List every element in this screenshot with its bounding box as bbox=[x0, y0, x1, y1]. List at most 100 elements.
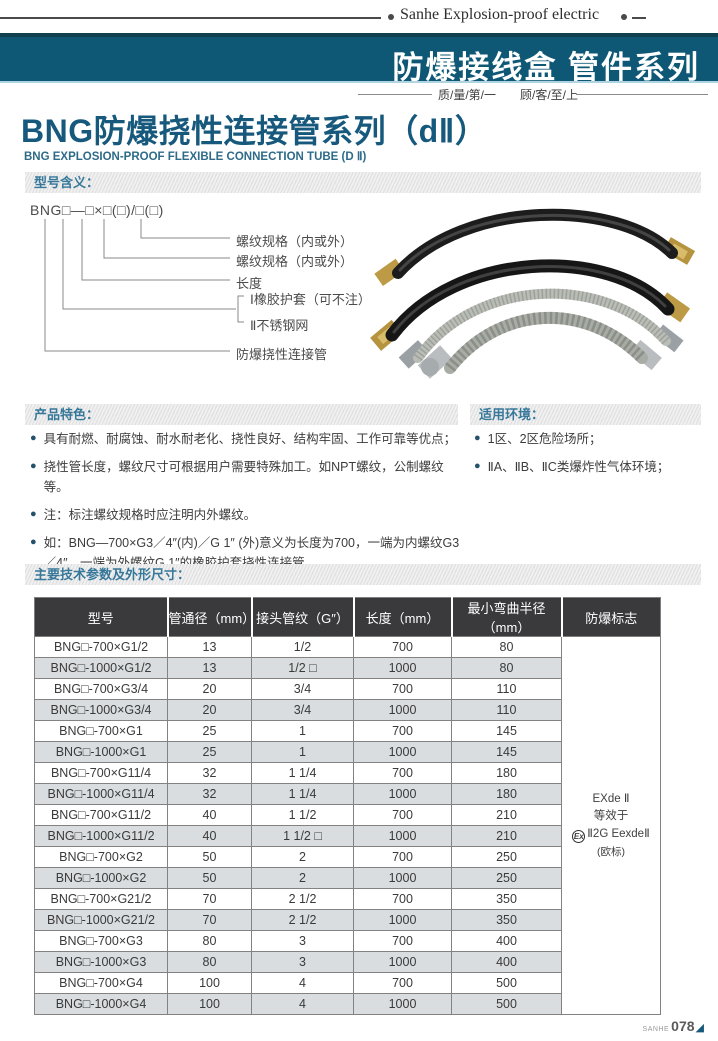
table-cell: BNG□-1000×G21/2 bbox=[34, 909, 168, 931]
table-cell: 1000 bbox=[353, 825, 452, 847]
bullet-dot-icon: ● bbox=[30, 536, 37, 548]
table-cell: 80 bbox=[451, 636, 562, 658]
ex-mark-line: 等效于 bbox=[593, 810, 629, 823]
divider-line bbox=[632, 17, 646, 19]
table-cell: 1/2 □ bbox=[251, 657, 354, 679]
list-item: ● ⅡA、ⅡB、ⅡC类爆炸性气体环境； bbox=[474, 457, 708, 477]
table-cell: 1000 bbox=[353, 909, 452, 931]
table-cell: 3 bbox=[251, 951, 354, 973]
table-cell: 700 bbox=[353, 636, 452, 658]
table-row: BNG□-700×G21/2 70 2 1/2 700 350 bbox=[34, 888, 661, 910]
table-cell: 1000 bbox=[353, 951, 452, 973]
table-cell: 25 bbox=[167, 741, 252, 763]
list-item: ● 挠性管长度，螺纹尺寸可根据用户需要特殊加工。如NPT螺纹，公制螺纹等。 bbox=[30, 457, 464, 497]
table-row: BNG□-700×G4 100 4 700 500 bbox=[34, 972, 661, 994]
table-cell: BNG□-1000×G3 bbox=[34, 951, 168, 973]
table-cell: 250 bbox=[451, 867, 562, 889]
table-cell: BNG□-1000×G3/4 bbox=[34, 699, 168, 721]
table-cell: 40 bbox=[167, 804, 252, 826]
table-row: BNG□-1000×G1 25 1 1000 145 bbox=[34, 741, 661, 763]
product-photo-flexible-tubes bbox=[370, 208, 696, 379]
section-environment: 适用环境： bbox=[470, 404, 701, 425]
table-cell: 70 bbox=[167, 888, 252, 910]
table-cell: 70 bbox=[167, 909, 252, 931]
table-cell: 400 bbox=[451, 951, 562, 973]
table-cell: 700 bbox=[353, 762, 452, 784]
table-cell: 32 bbox=[167, 783, 252, 805]
table-cell: 1000 bbox=[353, 741, 452, 763]
table-cell: 180 bbox=[451, 762, 562, 784]
table-cell: 80 bbox=[451, 657, 562, 679]
table-cell: 13 bbox=[167, 636, 252, 658]
table-cell: 3/4 bbox=[251, 678, 354, 700]
list-item: ● 1区、2区危险场所； bbox=[474, 429, 708, 449]
triangle-icon: ◢ bbox=[695, 1022, 704, 1034]
table-cell: 100 bbox=[167, 972, 252, 994]
table-cell: 1 1/2 □ bbox=[251, 825, 354, 847]
table-cell: 50 bbox=[167, 867, 252, 889]
table-cell: 1000 bbox=[353, 867, 452, 889]
table-row: BNG□-700×G3/4 20 3/4 700 110 bbox=[34, 678, 661, 700]
bullet-dot-icon: ● bbox=[474, 460, 481, 472]
environment-list: ● 1区、2区危险场所； ● ⅡA、ⅡB、ⅡC类爆炸性气体环境； bbox=[474, 429, 708, 485]
section-model-meaning: 型号含义： bbox=[25, 172, 701, 193]
page-title: BNG防爆挠性连接管系列（dⅡ） bbox=[21, 113, 488, 149]
table-cell: BNG□-700×G3 bbox=[34, 930, 168, 952]
col-model: 型号 bbox=[34, 597, 168, 637]
table-cell: 2 bbox=[251, 867, 354, 889]
table-cell: 1000 bbox=[353, 657, 452, 679]
table-cell: 1 1/2 bbox=[251, 804, 354, 826]
slogan-row: 质/量/第/一 顾/客/至/上 bbox=[0, 86, 718, 102]
table-cell: 2 1/2 bbox=[251, 888, 354, 910]
features-list: ● 具有耐燃、耐腐蚀、耐水耐老化、挠性良好、结构牢固、工作可靠等优点； ● 挠性… bbox=[30, 429, 464, 581]
table-cell: 250 bbox=[451, 846, 562, 868]
table-cell: 700 bbox=[353, 804, 452, 826]
table-cell: 20 bbox=[167, 678, 252, 700]
page-number: 078 bbox=[671, 1018, 695, 1034]
atex-ex-icon: Ex bbox=[572, 830, 586, 844]
table-cell: 100 bbox=[167, 993, 252, 1015]
bullet-dot-icon: ● bbox=[30, 460, 37, 472]
table-cell: BNG□-700×G4 bbox=[34, 972, 168, 994]
table-cell: BNG□-700×G1/2 bbox=[34, 636, 168, 658]
table-cell: 500 bbox=[451, 993, 562, 1015]
divider-line bbox=[0, 17, 381, 19]
list-item-text: 具有耐燃、耐腐蚀、耐水耐老化、挠性良好、结构牢固、工作可靠等优点； bbox=[43, 432, 457, 446]
table-cell: 2 1/2 bbox=[251, 909, 354, 931]
series-banner: 防爆接线盒 管件系列 bbox=[0, 33, 718, 85]
brand-name: Sanhe Explosion-proof electric bbox=[400, 6, 600, 23]
table-cell: BNG□-1000×G1/2 bbox=[34, 657, 168, 679]
divider-line bbox=[576, 94, 708, 95]
table-cell: BNG□-700×G1 bbox=[34, 720, 168, 742]
table-cell: 700 bbox=[353, 930, 452, 952]
list-item-text: ⅡA、ⅡB、ⅡC类爆炸性气体环境； bbox=[487, 460, 670, 474]
table-cell: 25 bbox=[167, 720, 252, 742]
table-cell: BNG□-1000×G4 bbox=[34, 993, 168, 1015]
table-cell: 145 bbox=[451, 720, 562, 742]
table-cell: 210 bbox=[451, 804, 562, 826]
table-row: BNG□-1000×G21/2 70 2 1/2 1000 350 bbox=[34, 909, 661, 931]
bullet-dot-icon bbox=[388, 14, 394, 20]
table-cell: 80 bbox=[167, 930, 252, 952]
table-row: BNG□-1000×G1/2 13 1/2 □ 1000 80 bbox=[34, 657, 661, 679]
table-cell: 4 bbox=[251, 972, 354, 994]
table-cell: 1 bbox=[251, 741, 354, 763]
table-cell: 350 bbox=[451, 909, 562, 931]
table-cell: 700 bbox=[353, 846, 452, 868]
bullet-dot-icon: ● bbox=[30, 508, 37, 520]
table-cell: BNG□-700×G11/2 bbox=[34, 804, 168, 826]
table-cell: BNG□-1000×G11/2 bbox=[34, 825, 168, 847]
model-diagram-connectors bbox=[44, 219, 244, 352]
divider-line bbox=[358, 94, 432, 95]
ex-mark-line: (欧标) bbox=[597, 846, 625, 859]
table-cell: 3/4 bbox=[251, 699, 354, 721]
table-cell: 1/2 bbox=[251, 636, 354, 658]
ex-mark-line: EXde Ⅱ bbox=[592, 792, 630, 805]
page-subtitle: BNG EXPLOSION-PROOF FLEXIBLE CONNECTION … bbox=[24, 151, 367, 163]
table-row: BNG□-1000×G11/2 40 1 1/2 □ 1000 210 bbox=[34, 825, 661, 847]
table-cell: 1 1/4 bbox=[251, 783, 354, 805]
table-cell: 32 bbox=[167, 762, 252, 784]
table-cell: 20 bbox=[167, 699, 252, 721]
page-footer: SANHE 078◢ bbox=[643, 1018, 704, 1036]
